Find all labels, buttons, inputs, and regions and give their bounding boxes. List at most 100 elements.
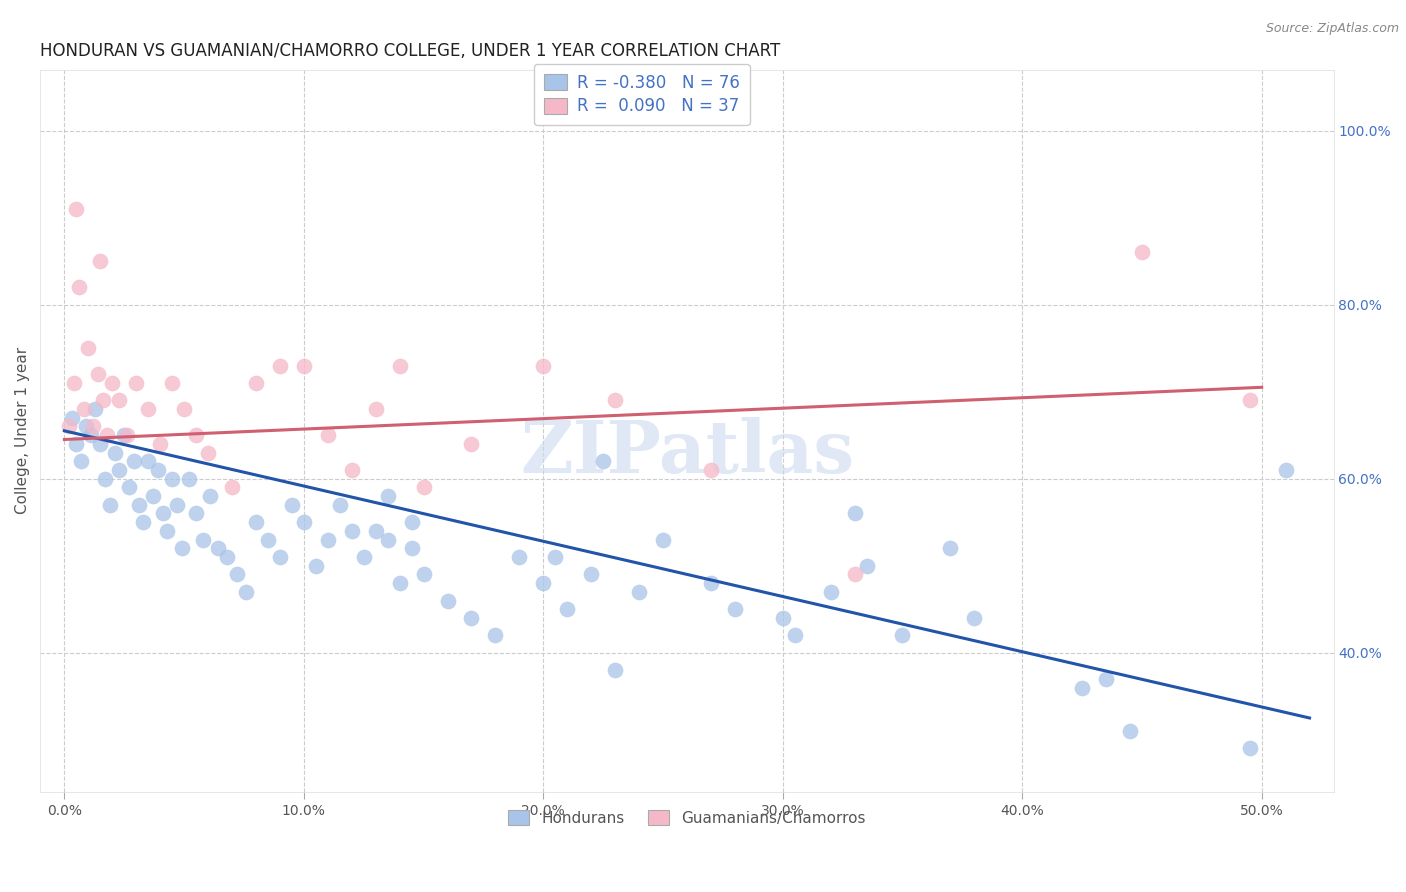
Point (628, 584, 651, 599)
Point (136, 454, 159, 468)
Point (1095, 672, 1118, 686)
Point (84, 402, 107, 417)
Point (292, 359, 315, 373)
Point (700, 576, 723, 591)
Point (484, 628, 506, 642)
Point (820, 584, 842, 599)
Point (149, 437, 172, 451)
Point (1239, 393, 1261, 408)
Point (700, 463, 723, 477)
Point (70, 454, 93, 468)
Point (555, 602, 578, 616)
Point (65, 437, 87, 451)
Point (122, 454, 145, 468)
Point (844, 507, 866, 521)
Point (531, 359, 554, 373)
Point (136, 402, 159, 417)
Point (939, 541, 962, 556)
Point (544, 549, 567, 564)
Point (94, 472, 117, 486)
Point (772, 611, 794, 625)
Point (225, 567, 247, 582)
Text: Source: ZipAtlas.com: Source: ZipAtlas.com (1265, 22, 1399, 36)
Point (531, 576, 554, 591)
Point (200, 489, 222, 503)
Point (592, 454, 614, 468)
Point (460, 437, 482, 451)
Point (329, 498, 352, 512)
Point (128, 498, 150, 512)
Point (89, 437, 111, 451)
Point (605, 663, 627, 677)
Point (60, 410, 83, 425)
Point (142, 489, 165, 503)
Point (1239, 741, 1261, 756)
Legend: Hondurans, Guamanians/Chamorros: Hondurans, Guamanians/Chamorros (499, 801, 875, 835)
Point (77, 341, 100, 355)
Point (1130, 245, 1153, 260)
Point (388, 576, 411, 591)
Point (166, 498, 188, 512)
Point (72, 402, 94, 417)
Point (377, 533, 399, 547)
Point (146, 463, 169, 477)
Point (364, 402, 387, 417)
Point (235, 584, 257, 599)
Point (132, 515, 155, 529)
Point (1071, 681, 1094, 695)
Point (65, 202, 87, 216)
Point (245, 515, 267, 529)
Point (82, 419, 104, 434)
Point (91, 393, 114, 408)
Point (652, 533, 675, 547)
Point (177, 472, 200, 486)
Point (436, 593, 458, 607)
Point (125, 376, 148, 390)
Point (160, 376, 183, 390)
Point (1119, 724, 1142, 739)
Point (305, 558, 328, 573)
Point (160, 472, 183, 486)
Point (217, 549, 239, 564)
Point (184, 428, 207, 442)
Point (87, 368, 110, 382)
Point (269, 359, 291, 373)
Point (340, 463, 363, 477)
Point (184, 507, 207, 521)
Point (388, 359, 411, 373)
Text: HONDURAN VS GUAMANIAN/CHAMORRO COLLEGE, UNDER 1 YEAR CORRELATION CHART: HONDURAN VS GUAMANIAN/CHAMORRO COLLEGE, … (41, 42, 780, 60)
Point (340, 524, 363, 538)
Point (1274, 463, 1296, 477)
Point (401, 541, 423, 556)
Point (245, 376, 267, 390)
Point (193, 533, 215, 547)
Point (207, 541, 229, 556)
Point (724, 602, 747, 616)
Point (96, 428, 118, 442)
Point (170, 541, 193, 556)
Point (58, 419, 80, 434)
Point (115, 428, 138, 442)
Point (156, 524, 179, 538)
Point (353, 549, 375, 564)
Point (152, 507, 174, 521)
Text: ZIPatlas: ZIPatlas (520, 417, 853, 488)
Point (80, 428, 103, 442)
Point (579, 567, 602, 582)
Point (75, 419, 97, 434)
Point (401, 515, 423, 529)
Point (118, 480, 141, 494)
Point (891, 628, 914, 642)
Point (173, 402, 195, 417)
Y-axis label: College, Under 1 year: College, Under 1 year (15, 347, 30, 515)
Point (844, 567, 866, 582)
Point (783, 628, 806, 642)
Point (257, 533, 280, 547)
Point (963, 611, 986, 625)
Point (364, 524, 387, 538)
Point (316, 533, 339, 547)
Point (460, 611, 482, 625)
Point (104, 445, 127, 459)
Point (855, 558, 877, 573)
Point (221, 480, 243, 494)
